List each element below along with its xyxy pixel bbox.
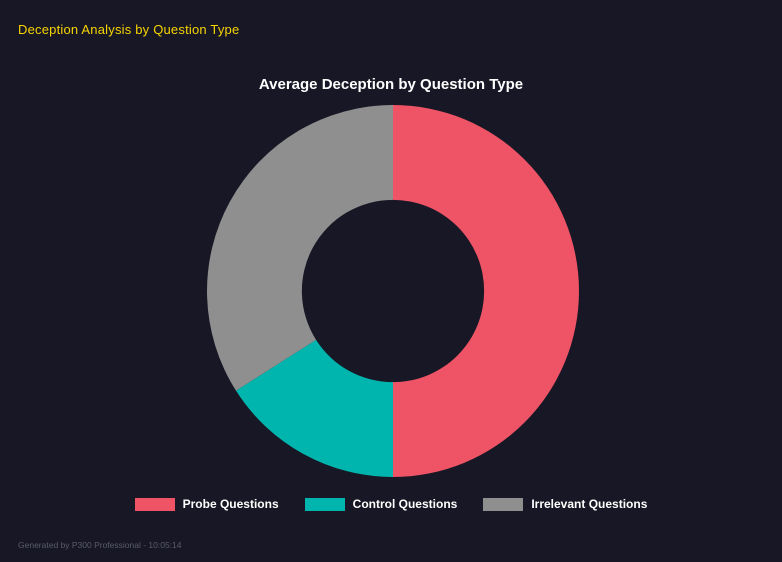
footer-text: Generated by P300 Professional - 10:05:1… <box>18 540 182 550</box>
chart-legend: Probe Questions Control Questions Irreleva… <box>0 497 782 511</box>
chart-title: Average Deception by Question Type <box>258 76 524 93</box>
donut-segment-1[interactable] <box>235 339 393 477</box>
legend-label: Control Questions <box>352 497 458 511</box>
page-title: Deception Analysis by Question Type <box>18 22 240 37</box>
legend-label: Irrelevant Questions <box>531 497 648 511</box>
legend-item-1[interactable]: Control Questions <box>304 497 458 511</box>
donut-chart <box>207 105 579 477</box>
legend-item-2[interactable]: Irrelevant Questions <box>483 497 647 511</box>
legend-swatch-icon <box>304 497 345 511</box>
legend-swatch-icon <box>483 497 524 511</box>
donut-segment-0[interactable] <box>393 105 579 477</box>
donut-segment-2[interactable] <box>207 105 393 391</box>
legend-swatch-icon <box>134 497 175 511</box>
legend-label: Probe Questions <box>182 497 279 511</box>
legend-item-0[interactable]: Probe Questions <box>134 497 279 511</box>
